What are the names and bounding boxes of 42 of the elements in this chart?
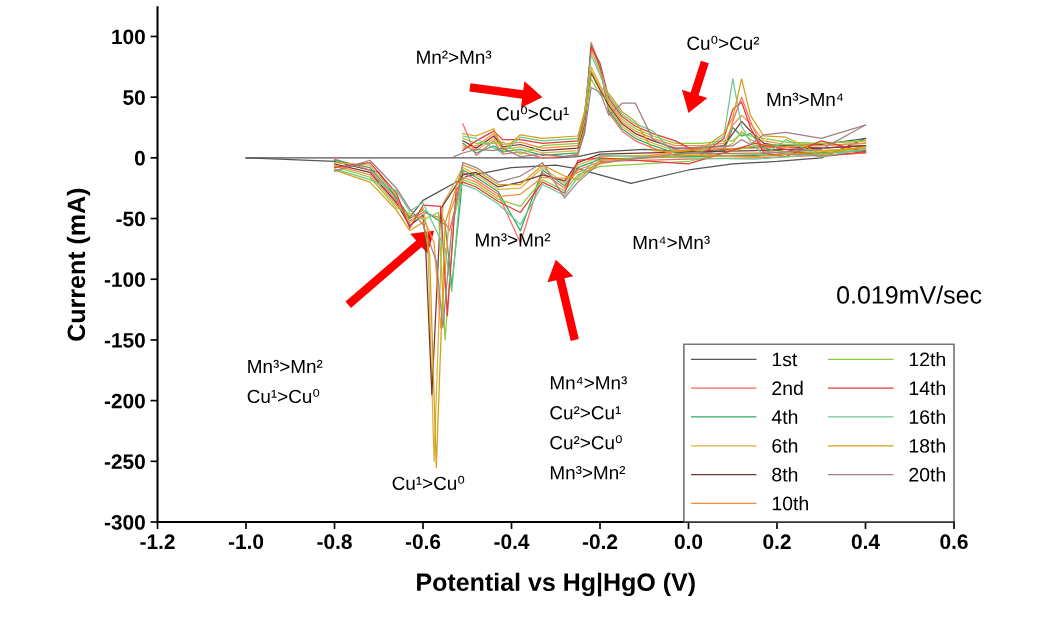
x-tick-label: -1.0 <box>228 534 264 550</box>
legend-label: 16th <box>909 409 945 424</box>
legend-label: 18th <box>909 438 945 453</box>
annotation: Mn³>Mn² <box>476 233 551 247</box>
annotation: 0.019mV/sec <box>837 285 982 304</box>
legend-label: 12th <box>909 352 945 367</box>
legend-label: 1st <box>772 352 798 367</box>
x-tick-label: -0.2 <box>582 534 618 550</box>
legend-label: 10th <box>772 496 808 511</box>
y-tick-label: -100 <box>104 272 145 287</box>
y-tick-label: 0 <box>134 150 145 166</box>
annotation: Mn³>Mn² Cu¹>Cu⁰ <box>247 359 323 404</box>
y-tick-label: 100 <box>112 29 145 45</box>
annotation: Cu¹>Cu⁰ <box>392 475 465 491</box>
annotation: Mn²>Mn³ <box>417 50 492 64</box>
annotation: Mn⁴>Mn³ Cu²>Cu¹ Cu²>Cu⁰ Mn³>Mn² <box>550 376 627 480</box>
y-tick-label: -200 <box>104 393 145 409</box>
legend-label: 6th <box>772 438 798 453</box>
y-axis-title: Current (mA) <box>66 188 91 341</box>
y-tick-label: -150 <box>104 332 145 348</box>
x-tick-label: -0.8 <box>317 534 352 550</box>
legend-label: 20th <box>909 467 945 482</box>
legend-label: 2nd <box>772 380 803 396</box>
legend-label: 8th <box>772 467 798 482</box>
x-tick-label: 0.0 <box>674 534 703 550</box>
y-tick-label: 50 <box>123 90 145 105</box>
legend-label: 14th <box>909 380 945 396</box>
x-tick-label: -0.4 <box>494 534 530 550</box>
annotation: Cu⁰>Cu¹ <box>496 106 569 121</box>
x-tick-label: 0.6 <box>940 534 968 550</box>
x-tick-label: -0.6 <box>405 534 441 550</box>
x-tick-label: 0.4 <box>851 534 880 550</box>
y-tick-label: -250 <box>104 454 145 470</box>
y-tick-label: -50 <box>116 211 145 227</box>
y-tick-label: -300 <box>104 515 145 530</box>
annotation: Cu⁰>Cu² <box>687 35 760 50</box>
x-axis-title: Potential vs Hg|HgO (V) <box>417 572 695 597</box>
x-tick-label: 0.2 <box>763 534 791 550</box>
annotation: Mn³>Mn⁴ <box>767 92 843 106</box>
annotation: Mn⁴>Mn³ <box>633 235 710 249</box>
legend-label: 4th <box>771 409 798 424</box>
x-tick-label: -1.2 <box>140 534 175 549</box>
